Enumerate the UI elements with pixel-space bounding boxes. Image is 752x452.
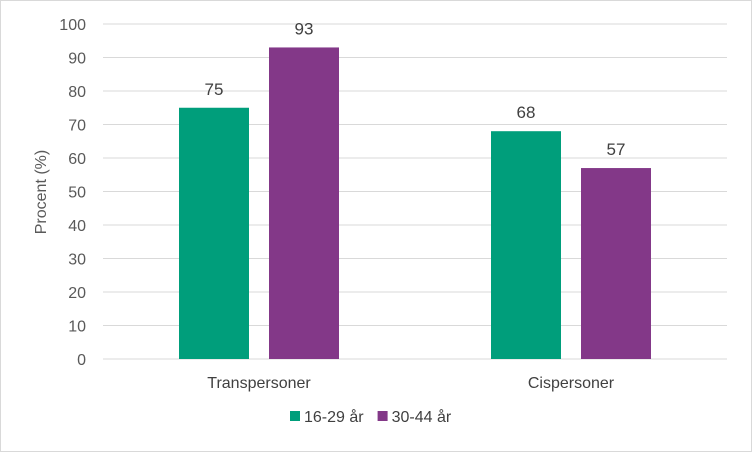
y-tick-label-90: 90 bbox=[68, 51, 86, 68]
category-labels: Transpersoner Cispersoner bbox=[207, 375, 615, 392]
y-tick-label-40: 40 bbox=[68, 218, 86, 235]
legend[interactable]: 16-29 år 30-44 år bbox=[290, 408, 452, 426]
legend-swatch-16-29 år bbox=[290, 411, 300, 421]
bar-Transpersoner-16-29 år bbox=[179, 107, 249, 359]
data-labels: 75 93 68 57 bbox=[205, 19, 626, 159]
data-label-Cispersoner-16-29 år: 68 bbox=[517, 103, 536, 122]
y-tick-label-50: 50 bbox=[68, 185, 86, 202]
y-tick-label-70: 70 bbox=[68, 118, 86, 135]
data-label-Transpersoner-30-44 år: 93 bbox=[295, 19, 314, 38]
y-axis-title: Procent (%) bbox=[33, 150, 50, 234]
y-tick-labels: 0 10 20 30 40 50 60 70 80 90 100 bbox=[59, 17, 86, 369]
y-tick-label-20: 20 bbox=[68, 285, 86, 302]
y-tick-label-10: 10 bbox=[68, 319, 86, 336]
category-label-Transpersoner: Transpersoner bbox=[207, 375, 311, 392]
y-tick-label-80: 80 bbox=[68, 84, 86, 101]
bar-Cispersoner-16-29 år bbox=[491, 131, 561, 359]
bar-Transpersoner-30-44 år bbox=[269, 47, 339, 359]
data-label-Cispersoner-30-44 år: 57 bbox=[607, 140, 626, 159]
y-tick-label-60: 60 bbox=[68, 151, 86, 168]
legend-label-16-29 år: 16-29 år bbox=[304, 408, 364, 426]
data-label-Transpersoner-16-29 år: 75 bbox=[205, 80, 224, 99]
category-label-Cispersoner: Cispersoner bbox=[528, 375, 615, 392]
bars bbox=[179, 47, 651, 359]
y-tick-label-100: 100 bbox=[59, 17, 86, 34]
legend-label-30-44 år: 30-44 år bbox=[392, 408, 452, 426]
legend-swatch-30-44 år bbox=[377, 411, 388, 421]
bar-Cispersoner-30-44 år bbox=[581, 168, 651, 359]
y-tick-label-30: 30 bbox=[68, 252, 86, 269]
y-tick-label-0: 0 bbox=[77, 352, 86, 369]
